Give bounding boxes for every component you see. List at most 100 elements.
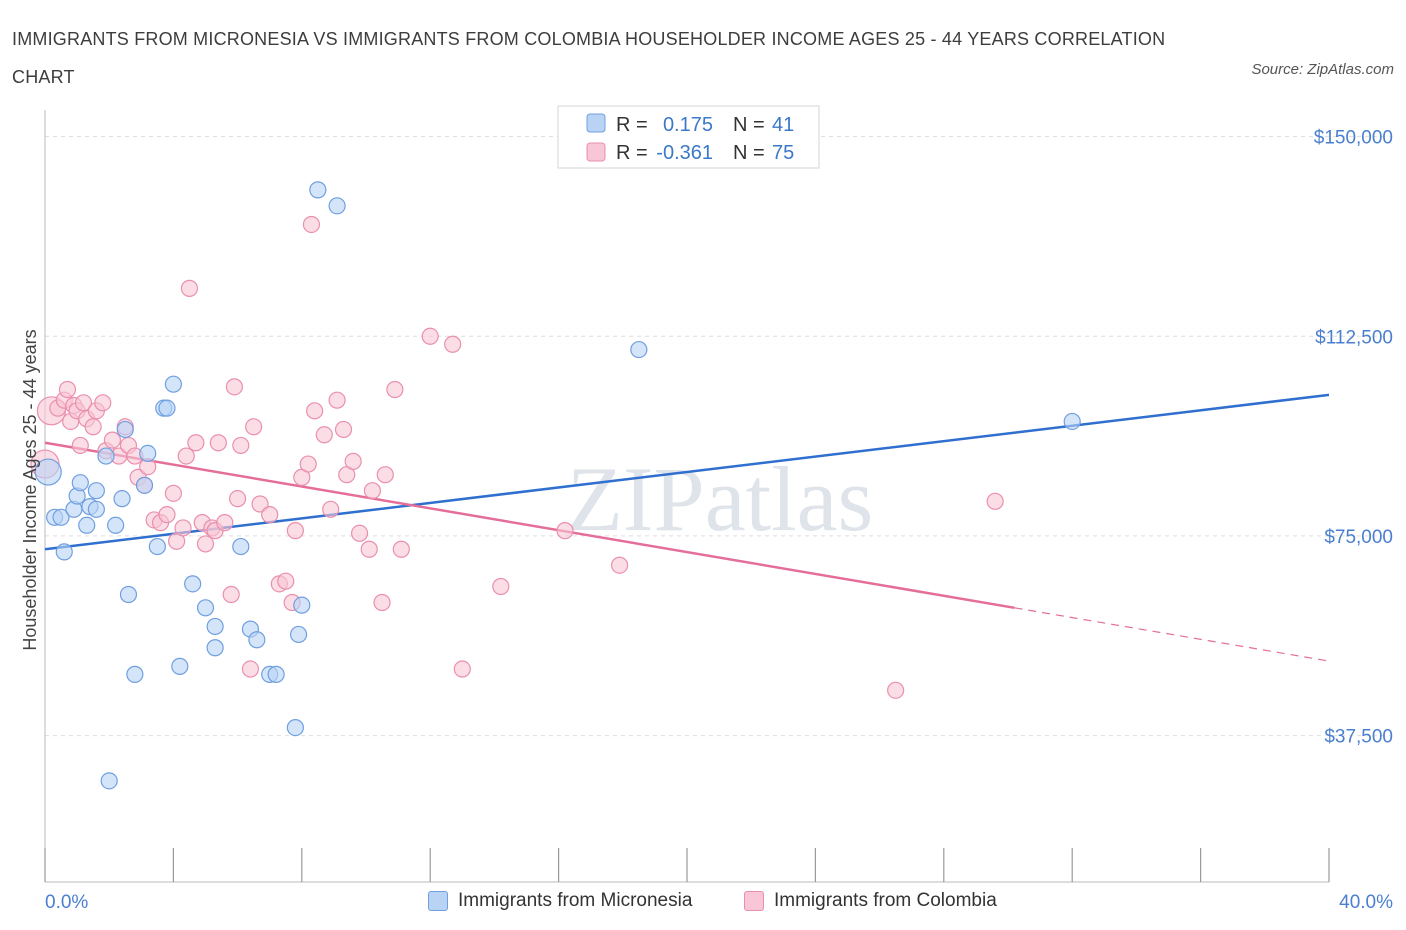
micronesia-point [206,617,224,636]
micronesia-point [328,197,346,215]
micronesia-point [100,772,118,790]
y-tick-label: $37,500 [1324,727,1393,748]
colombia-point [174,519,192,537]
colombia-point [299,455,317,473]
micronesia-point [126,665,144,683]
colombia-point [222,585,240,604]
legend-swatch-colombia-bottom [744,891,764,911]
colombia-point [373,593,391,612]
micronesia-point [309,181,327,199]
colombia-point [306,402,324,420]
legend-item-micronesia: Immigrants from Micronesia [428,890,692,912]
micronesia-point [148,537,166,556]
legend-n-label-2: N = [733,142,765,164]
micronesia-point [206,639,224,657]
micronesia-point [71,474,89,492]
colombia-point [322,500,340,518]
colombia-trend-extension [1014,607,1330,662]
colombia-point [58,380,77,399]
micronesia-point [116,420,134,439]
tick-labels: $37,500 $75,000 $112,500 $150,000 0.0% 40.0% [45,128,1393,913]
micronesia-point [267,665,285,683]
colombia-point [180,279,199,297]
colombia-point [216,514,234,532]
colombia-point [376,466,394,484]
colombia-point [492,577,510,596]
micronesia-point [97,447,115,465]
colombia-point [71,436,89,455]
colombia-point [245,418,263,436]
legend-label-micronesia: Immigrants from Micronesia [458,890,693,911]
micronesia-trend-line [44,393,1330,551]
source-label: Source: ZipAtlas.com [1251,61,1394,78]
micronesia-point [1063,412,1081,431]
colombia-point [328,391,346,409]
micronesia-point [196,599,215,617]
y-tick-label: $75,000 [1324,527,1393,548]
colombia-point [556,522,574,540]
x-tick-label: 40.0% [1339,892,1393,913]
micronesia-point [248,631,266,649]
micronesia-point [52,508,70,526]
micronesia-point [232,537,250,556]
stats-legend: R = 0.175 N = 41 R = -0.361 N = 75 [557,105,820,169]
colombia-point [453,660,471,678]
colombia-point [196,535,215,553]
micronesia-point [107,516,125,534]
gridlines [45,136,1390,737]
bottom-legend: Immigrants from Micronesia Immigrants fr… [0,884,1406,920]
colombia-point [363,482,382,500]
micronesia-point [293,596,311,614]
micronesia-point [87,482,105,500]
micronesia-point [34,458,62,486]
colombia-point [187,434,205,452]
legend-swatch-micronesia-bottom [428,891,448,911]
colombia-point [610,556,629,574]
colombia-point [209,434,227,452]
colombia-point [261,506,279,524]
micronesia-point [286,718,304,737]
colombia-trend-line [44,441,1015,610]
colombia-point [302,215,321,234]
legend-r-label-2: R = [616,142,648,164]
micronesia-point [87,500,105,518]
colombia-point [392,540,410,558]
legend-n-value-1: 41 [772,114,794,136]
colombia-point [444,335,462,353]
colombia-point [158,506,176,524]
colombia-point [103,431,122,449]
colombia-point [225,378,243,396]
colombia-point [164,484,182,502]
micronesia-point [630,340,648,359]
micronesia-point [78,516,96,534]
legend-label-colombia: Immigrants from Colombia [774,890,997,911]
colombia-point [229,490,247,508]
micronesia-point [158,399,176,417]
legend-r-value-1: 0.175 [663,114,713,136]
colombia-point [177,447,195,465]
colombia-point [986,492,1004,510]
legend-n-value-2: 75 [772,142,794,164]
colombia-point [232,436,250,455]
colombia-point [386,380,404,399]
legend-r-value-2: -0.361 [656,142,713,164]
colombia-point [334,420,353,439]
colombia-point [94,394,112,412]
micronesia-point [289,625,308,644]
micronesia-point [184,575,202,593]
micronesia-point [135,476,154,494]
legend-n-label-1: N = [733,114,765,136]
colombia-point [251,495,269,513]
colombia-point [277,572,295,590]
micronesia-point [113,490,131,508]
y-tick-label: $112,500 [1315,327,1393,348]
micronesia-point [55,543,73,561]
y-tick-label: $150,000 [1314,128,1393,149]
colombia-point [315,426,333,444]
data-points [30,181,1081,790]
x-tick-label: 0.0% [45,892,88,913]
colombia-point [241,660,260,678]
micronesia-point [119,585,138,604]
colombia-point [421,327,439,345]
